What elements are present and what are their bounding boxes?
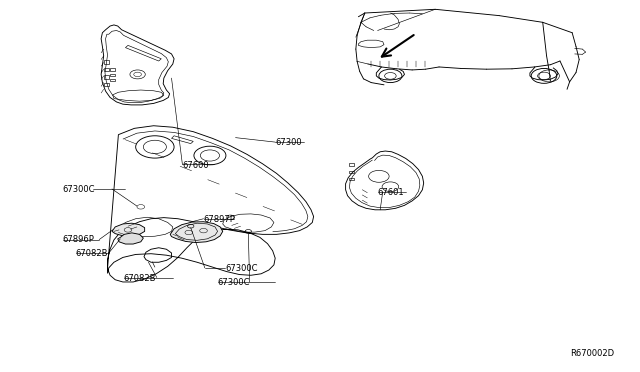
Text: 67600: 67600 bbox=[182, 161, 209, 170]
Text: 67300: 67300 bbox=[275, 138, 302, 147]
Text: 67896P: 67896P bbox=[63, 235, 95, 244]
Text: 67897P: 67897P bbox=[204, 215, 236, 224]
Text: 67082B: 67082B bbox=[76, 249, 108, 258]
Polygon shape bbox=[118, 233, 143, 244]
Text: 67300C: 67300C bbox=[225, 264, 258, 273]
Polygon shape bbox=[112, 223, 145, 236]
Text: 67300C: 67300C bbox=[63, 185, 95, 194]
Text: 67082B: 67082B bbox=[124, 274, 156, 283]
Text: 67300C: 67300C bbox=[218, 278, 250, 287]
Text: R670002D: R670002D bbox=[570, 349, 614, 358]
Text: 67601: 67601 bbox=[378, 188, 404, 197]
Polygon shape bbox=[170, 222, 223, 243]
